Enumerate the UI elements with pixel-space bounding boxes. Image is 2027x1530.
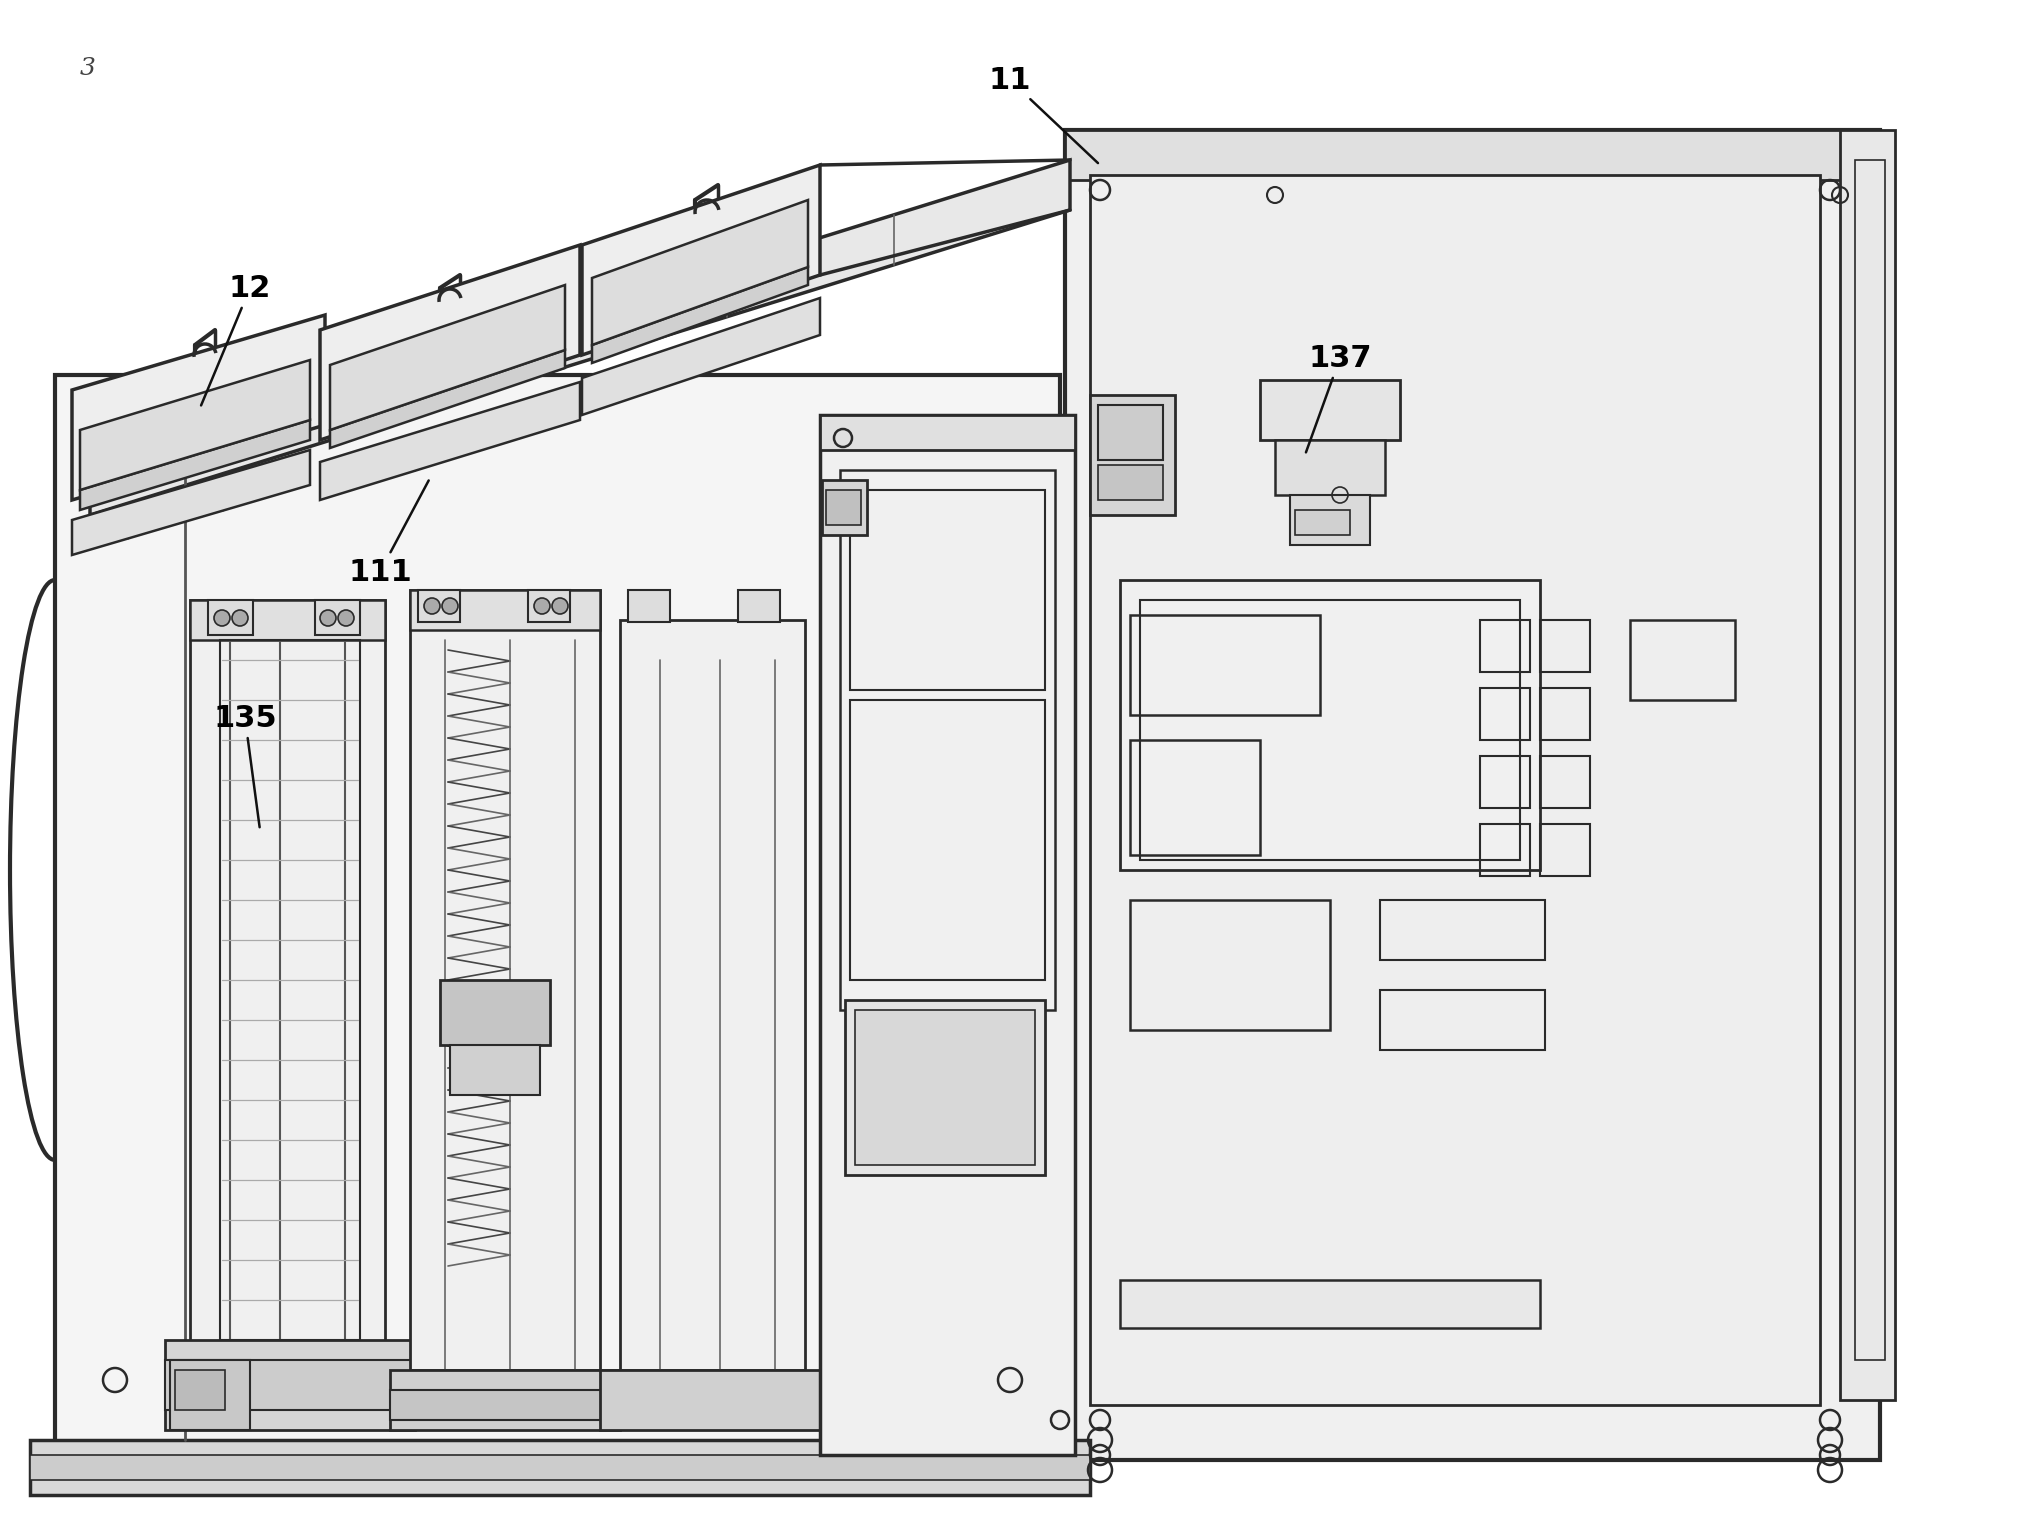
Circle shape (551, 598, 568, 614)
Bar (1380, 900, 1545, 959)
Bar (1275, 441, 1384, 496)
Bar (1129, 900, 1330, 1030)
Circle shape (320, 610, 336, 626)
Bar (440, 981, 549, 1045)
Bar (845, 1001, 1046, 1175)
Bar (409, 591, 600, 1369)
Bar (314, 600, 361, 635)
Bar (1480, 756, 1530, 808)
Bar (1064, 130, 1879, 181)
Circle shape (424, 598, 440, 614)
Bar (823, 480, 868, 536)
Bar (839, 470, 1054, 1010)
Polygon shape (592, 268, 809, 363)
Bar (1261, 379, 1401, 441)
Polygon shape (582, 165, 821, 355)
Bar (1121, 580, 1541, 871)
Bar (191, 600, 385, 1360)
Bar (1064, 130, 1879, 1460)
Bar (1129, 741, 1261, 855)
Polygon shape (320, 245, 580, 441)
Circle shape (231, 610, 247, 626)
Bar (1841, 130, 1895, 1400)
Bar (1630, 620, 1735, 701)
Bar (1139, 600, 1520, 860)
Bar (628, 591, 671, 623)
Text: 111: 111 (349, 480, 428, 586)
Polygon shape (582, 298, 821, 415)
Polygon shape (79, 421, 310, 509)
Bar (849, 701, 1046, 981)
Bar (450, 1045, 539, 1095)
Bar (1480, 688, 1530, 741)
Bar (389, 1369, 620, 1431)
Bar (1121, 1281, 1541, 1328)
Bar (209, 600, 253, 635)
Bar (1099, 405, 1163, 461)
Bar (821, 415, 1074, 1455)
Text: 11: 11 (989, 66, 1099, 164)
Text: 135: 135 (213, 704, 278, 828)
Text: 3: 3 (79, 57, 95, 80)
Bar (221, 640, 361, 1340)
Bar (1855, 161, 1885, 1360)
Bar (1480, 620, 1530, 672)
Circle shape (442, 598, 458, 614)
Circle shape (533, 598, 549, 614)
Bar (1541, 620, 1589, 672)
Bar (825, 490, 861, 525)
Polygon shape (330, 285, 566, 430)
Bar (1380, 990, 1545, 1050)
Bar (170, 1360, 249, 1431)
Polygon shape (73, 450, 310, 555)
Polygon shape (592, 200, 809, 344)
Bar (418, 591, 460, 623)
Circle shape (215, 610, 229, 626)
Bar (1289, 496, 1370, 545)
Bar (164, 1340, 416, 1431)
Text: 137: 137 (1305, 344, 1372, 453)
Bar (1129, 615, 1320, 715)
Bar (1091, 395, 1176, 516)
Bar (409, 591, 600, 630)
Bar (1099, 465, 1163, 500)
Bar (164, 1360, 416, 1411)
Polygon shape (330, 350, 566, 448)
Bar (174, 1369, 225, 1411)
Bar (30, 1455, 1091, 1480)
Bar (738, 591, 780, 623)
Bar (1295, 509, 1350, 536)
Bar (821, 415, 1074, 450)
Bar (30, 1440, 1091, 1495)
Bar (389, 1389, 620, 1420)
Polygon shape (79, 360, 310, 490)
Bar (849, 490, 1046, 690)
Bar (1480, 825, 1530, 877)
Bar (1541, 756, 1589, 808)
Text: 12: 12 (201, 274, 272, 405)
Bar (855, 1010, 1036, 1164)
Bar (527, 591, 570, 623)
Bar (600, 1369, 821, 1431)
Circle shape (339, 610, 355, 626)
Bar (1541, 825, 1589, 877)
Bar (55, 375, 1060, 1460)
Bar (1541, 688, 1589, 741)
Bar (620, 620, 805, 1369)
Polygon shape (320, 382, 580, 500)
Polygon shape (89, 161, 1070, 516)
Polygon shape (73, 315, 324, 500)
Bar (1091, 174, 1820, 1405)
Bar (191, 600, 385, 640)
